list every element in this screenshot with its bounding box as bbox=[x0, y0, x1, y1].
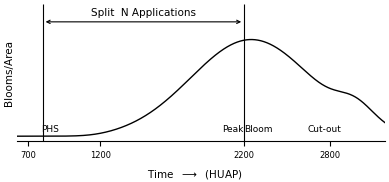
Y-axis label: Blooms/Area: Blooms/Area bbox=[4, 39, 14, 106]
Text: Bloom: Bloom bbox=[245, 125, 273, 134]
Text: Time  $\longrightarrow$  (HUAP): Time $\longrightarrow$ (HUAP) bbox=[147, 168, 242, 181]
Text: Cut-out: Cut-out bbox=[307, 125, 341, 134]
Text: PHS: PHS bbox=[41, 125, 59, 134]
Text: Peak: Peak bbox=[222, 125, 244, 134]
Text: Split  N Applications: Split N Applications bbox=[91, 8, 196, 18]
